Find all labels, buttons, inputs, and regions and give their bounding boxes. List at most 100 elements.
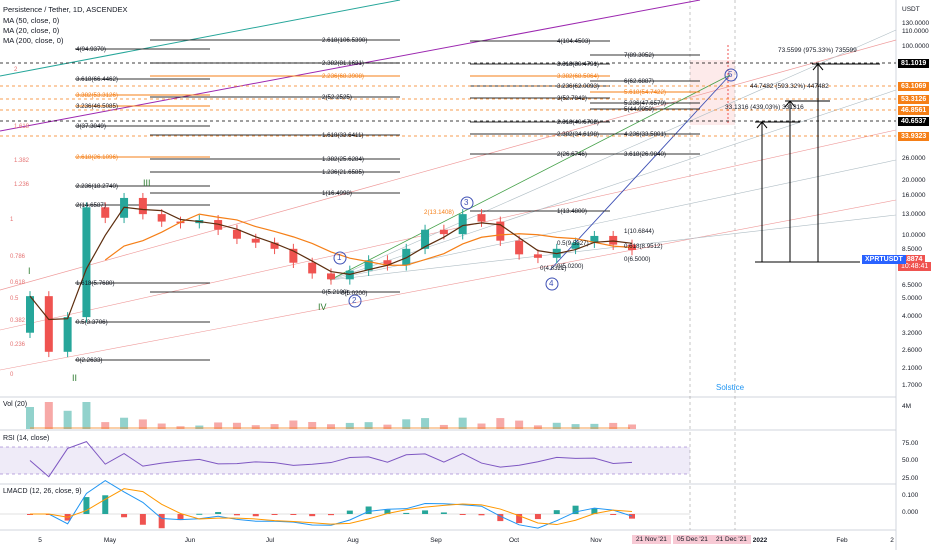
lmacd-histogram-bar bbox=[328, 514, 334, 516]
candle-body[interactable] bbox=[421, 229, 430, 249]
x-tick: Jul bbox=[265, 537, 275, 544]
fib-level-label: 0(5.0200) bbox=[557, 263, 584, 270]
channel-line-red bbox=[0, 39, 897, 291]
candle-body[interactable] bbox=[458, 214, 467, 235]
volume-bar bbox=[345, 422, 354, 429]
candle-body[interactable] bbox=[496, 221, 505, 241]
candle-body[interactable] bbox=[138, 197, 147, 215]
x-tick: 5 bbox=[38, 537, 42, 544]
fib-level-label: 2(26.6746) bbox=[557, 151, 587, 158]
fib-ratio-label: 1 bbox=[10, 217, 14, 223]
candle-body[interactable] bbox=[439, 229, 448, 235]
volume-pane-label: Vol (20) bbox=[3, 401, 28, 408]
volume-scale: 4M bbox=[902, 403, 912, 410]
indicator-ma20[interactable]: MA (20, close, 0) bbox=[3, 26, 60, 35]
fib-level-label: 3.618(66.4462) bbox=[76, 76, 118, 83]
fib-level-label: 2.618(26.1096) bbox=[76, 154, 118, 161]
candle-body[interactable] bbox=[232, 229, 241, 239]
lmacd-histogram-bar bbox=[516, 514, 523, 524]
price-tag: 63.1069 bbox=[898, 82, 930, 91]
price-tag: 33.9323 bbox=[898, 132, 930, 141]
fib-level-label: 2(14.6587) bbox=[76, 202, 106, 209]
volume-bar bbox=[571, 424, 580, 429]
y-tick: 16.0000 bbox=[902, 192, 926, 199]
candle-body[interactable] bbox=[533, 254, 542, 258]
candle-body[interactable] bbox=[289, 248, 298, 263]
candle-body[interactable] bbox=[383, 260, 392, 266]
candle-body[interactable] bbox=[44, 296, 53, 352]
volume-bar bbox=[289, 420, 298, 429]
candle-body[interactable] bbox=[101, 207, 110, 218]
channel-line-red bbox=[0, 199, 897, 371]
y-tick: 100.0000 bbox=[902, 43, 930, 50]
volume-bar bbox=[609, 422, 618, 429]
lmacd-tick: 0.100 bbox=[902, 492, 919, 499]
candle-body[interactable] bbox=[402, 248, 411, 266]
candle-body[interactable] bbox=[515, 240, 524, 255]
volume-bar bbox=[308, 421, 317, 429]
volume-bar bbox=[63, 410, 72, 429]
candle-body[interactable] bbox=[590, 235, 599, 243]
fib-level-label: 0.618(8.9512) bbox=[624, 243, 663, 250]
x-tick: Feb bbox=[836, 537, 848, 544]
candle-body[interactable] bbox=[270, 242, 279, 249]
x-tick: 2022 bbox=[752, 537, 768, 544]
lmacd-line bbox=[30, 479, 633, 529]
fib-level-label: 4.236(33.5801) bbox=[624, 131, 666, 138]
candle-body[interactable] bbox=[364, 260, 373, 271]
measure-arrows bbox=[755, 63, 880, 263]
candle-body[interactable] bbox=[63, 317, 72, 352]
candle-body[interactable] bbox=[308, 262, 317, 274]
candle-body[interactable] bbox=[571, 242, 580, 249]
projection-wave-line bbox=[549, 74, 731, 271]
candle-body[interactable] bbox=[609, 235, 618, 245]
candle-body[interactable] bbox=[214, 220, 223, 230]
y-tick: 2.6000 bbox=[902, 347, 922, 354]
fib-level-label: 2(13.1408) bbox=[424, 209, 454, 216]
lmacd-histogram-bar bbox=[629, 514, 635, 519]
fib-level-label: 3(52.7842) bbox=[557, 95, 587, 102]
volume-bar bbox=[270, 424, 279, 429]
volume-bar bbox=[82, 402, 91, 429]
candle-body[interactable] bbox=[82, 207, 91, 318]
date-badge: 05 Dec '21 bbox=[673, 535, 712, 544]
lmacd-histogram-bar bbox=[252, 514, 259, 517]
fib-ratio-label: 2 bbox=[14, 67, 18, 73]
candlestick-series bbox=[26, 192, 636, 358]
fib-ratio-label: 0.618 bbox=[10, 280, 26, 286]
fib-level-label: 3.618(26.9840) bbox=[624, 151, 666, 158]
fib-ratio-label: 0.236 bbox=[10, 342, 26, 348]
volume-bar bbox=[628, 424, 636, 429]
rsi-tick: 25.00 bbox=[902, 475, 919, 482]
lmacd-histogram-bar bbox=[591, 508, 598, 514]
y-tick: 10.0000 bbox=[902, 232, 926, 239]
lmacd-signal-line bbox=[30, 488, 633, 526]
lmacd-histogram-bar bbox=[158, 514, 165, 529]
fib-level-label: 0(5.2100) bbox=[322, 289, 349, 296]
volume-bar bbox=[439, 424, 448, 429]
candle-body[interactable] bbox=[26, 296, 34, 333]
candle-body[interactable] bbox=[477, 214, 486, 222]
fib-ratio-label: 1.618 bbox=[14, 124, 30, 130]
wave-label: II bbox=[72, 373, 78, 383]
fib-level-label: 5(44.0050) bbox=[624, 106, 654, 113]
candle-body[interactable] bbox=[251, 238, 260, 243]
lmacd-histogram-bar bbox=[422, 510, 429, 514]
volume-bar bbox=[120, 417, 129, 429]
volume-bar bbox=[327, 424, 335, 429]
fib-level-label: 2.618(40.6702) bbox=[557, 119, 599, 126]
price-tag: 53.3126 bbox=[898, 95, 930, 104]
candle-body[interactable] bbox=[327, 273, 335, 280]
indicator-ma200[interactable]: MA (200, close, 0) bbox=[3, 36, 64, 45]
measure-label: 33.1316 (439.03%) 331316 bbox=[725, 104, 804, 111]
volume-bar bbox=[533, 425, 542, 429]
date-badge: 21 Dec '21 bbox=[712, 535, 751, 544]
lmacd-histogram-bar bbox=[102, 495, 109, 514]
candle-body[interactable] bbox=[157, 214, 166, 222]
volume-bar bbox=[101, 422, 110, 429]
lmacd-histogram-bar bbox=[83, 497, 90, 514]
x-tick: Aug bbox=[347, 537, 359, 544]
lmacd-histogram-bar bbox=[309, 514, 316, 517]
indicator-ma50[interactable]: MA (50, close, 0) bbox=[3, 16, 60, 25]
